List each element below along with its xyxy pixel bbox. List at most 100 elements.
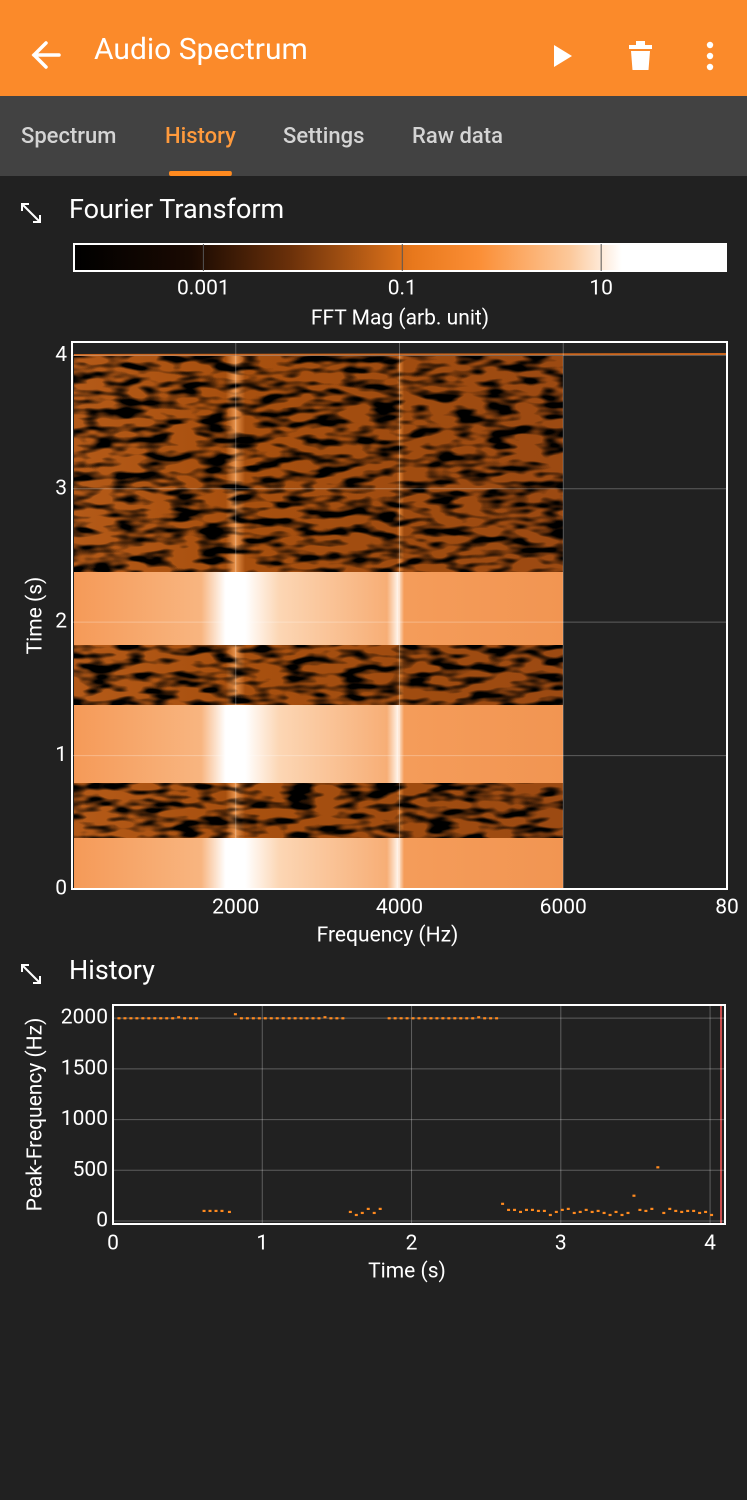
- y-tick-label: 0: [96, 1209, 108, 1233]
- point: [417, 1017, 421, 1020]
- app-bar: [0, 0, 747, 96]
- point: [447, 1017, 451, 1020]
- point: [287, 1017, 291, 1020]
- point: [710, 1213, 714, 1217]
- point: [141, 1017, 145, 1020]
- app-title: Audio Spectrum: [94, 32, 308, 67]
- point: [620, 1213, 624, 1217]
- point: [387, 1017, 391, 1020]
- point: [435, 1017, 439, 1020]
- x-axis-label: Time (s): [368, 1260, 446, 1284]
- point: [626, 1211, 630, 1215]
- point: [602, 1211, 606, 1215]
- point: [501, 1202, 505, 1205]
- point: [530, 1208, 534, 1212]
- point: [299, 1017, 303, 1020]
- point: [341, 1017, 345, 1020]
- point: [393, 1017, 397, 1020]
- point: [269, 1017, 273, 1020]
- x-tick-label: 2: [406, 1232, 418, 1256]
- point: [123, 1017, 127, 1020]
- point: [214, 1209, 218, 1213]
- y-tick-label: 2000: [61, 1006, 108, 1030]
- point: [692, 1209, 696, 1213]
- point: [348, 1210, 352, 1214]
- y-tick-label: 2: [55, 610, 67, 634]
- point: [584, 1208, 588, 1212]
- point: [366, 1207, 370, 1210]
- point: [542, 1209, 546, 1213]
- tab[interactable]: Settings: [283, 124, 364, 149]
- point: [311, 1017, 315, 1020]
- point: [360, 1211, 364, 1215]
- point: [441, 1017, 445, 1020]
- expand-icon[interactable]: [21, 964, 41, 984]
- x-axis-label: Frequency (Hz): [317, 924, 459, 948]
- panel-title: Fourier Transform: [69, 193, 284, 225]
- colorbar-tick-label: 10: [589, 277, 613, 301]
- point: [275, 1017, 279, 1020]
- y-axis-label: Peak-Frequency (Hz): [24, 1018, 48, 1212]
- point: [329, 1017, 333, 1020]
- tab[interactable]: History: [165, 124, 236, 149]
- point: [183, 1017, 187, 1020]
- x-tick-label: 1: [256, 1232, 268, 1256]
- point: [129, 1017, 133, 1020]
- menu-button[interactable]: [706, 41, 714, 71]
- point: [662, 1211, 666, 1215]
- expand-icon[interactable]: [21, 203, 41, 223]
- tab[interactable]: Raw data: [412, 124, 503, 149]
- point: [227, 1210, 231, 1214]
- point: [668, 1207, 672, 1210]
- point: [608, 1213, 612, 1217]
- point: [489, 1017, 493, 1020]
- x-tick-label: 4: [704, 1232, 716, 1256]
- point: [317, 1017, 321, 1020]
- y-tick-label: 1: [55, 743, 67, 767]
- delete-button[interactable]: [629, 41, 652, 70]
- point: [632, 1194, 636, 1197]
- point: [519, 1210, 523, 1214]
- point: [159, 1017, 163, 1020]
- point: [335, 1017, 339, 1020]
- point: [135, 1017, 139, 1020]
- point: [578, 1210, 582, 1214]
- point: [208, 1209, 212, 1213]
- point: [686, 1209, 690, 1213]
- point: [233, 1013, 237, 1016]
- point: [202, 1209, 206, 1213]
- point: [195, 1017, 199, 1020]
- point: [483, 1017, 487, 1020]
- point: [147, 1017, 151, 1020]
- point: [423, 1017, 427, 1020]
- y-tick-label: 4: [55, 343, 67, 367]
- tab[interactable]: Spectrum: [21, 124, 116, 149]
- point: [560, 1208, 564, 1212]
- point: [471, 1017, 475, 1020]
- point: [572, 1211, 576, 1215]
- point: [117, 1017, 121, 1020]
- point: [263, 1017, 267, 1020]
- point: [245, 1017, 249, 1020]
- tab-indicator: [169, 171, 232, 176]
- point: [513, 1208, 517, 1212]
- y-tick-label: 1500: [61, 1056, 108, 1080]
- play-button[interactable]: [554, 45, 572, 67]
- x-tick-label: 2000: [212, 896, 259, 920]
- y-tick-label: 1000: [61, 1107, 108, 1131]
- colorbar-tick-label: 0.1: [388, 277, 417, 301]
- x-tick-label: 3: [555, 1232, 567, 1256]
- point: [644, 1209, 648, 1213]
- point: [378, 1207, 382, 1210]
- point: [165, 1017, 169, 1020]
- y-tick-label: 3: [55, 476, 67, 500]
- point: [465, 1017, 469, 1020]
- point: [524, 1208, 528, 1212]
- y-axis-label: Time (s): [24, 577, 48, 655]
- back-button[interactable]: [31, 41, 61, 69]
- point: [477, 1016, 481, 1019]
- point: [704, 1210, 708, 1214]
- point: [590, 1210, 594, 1214]
